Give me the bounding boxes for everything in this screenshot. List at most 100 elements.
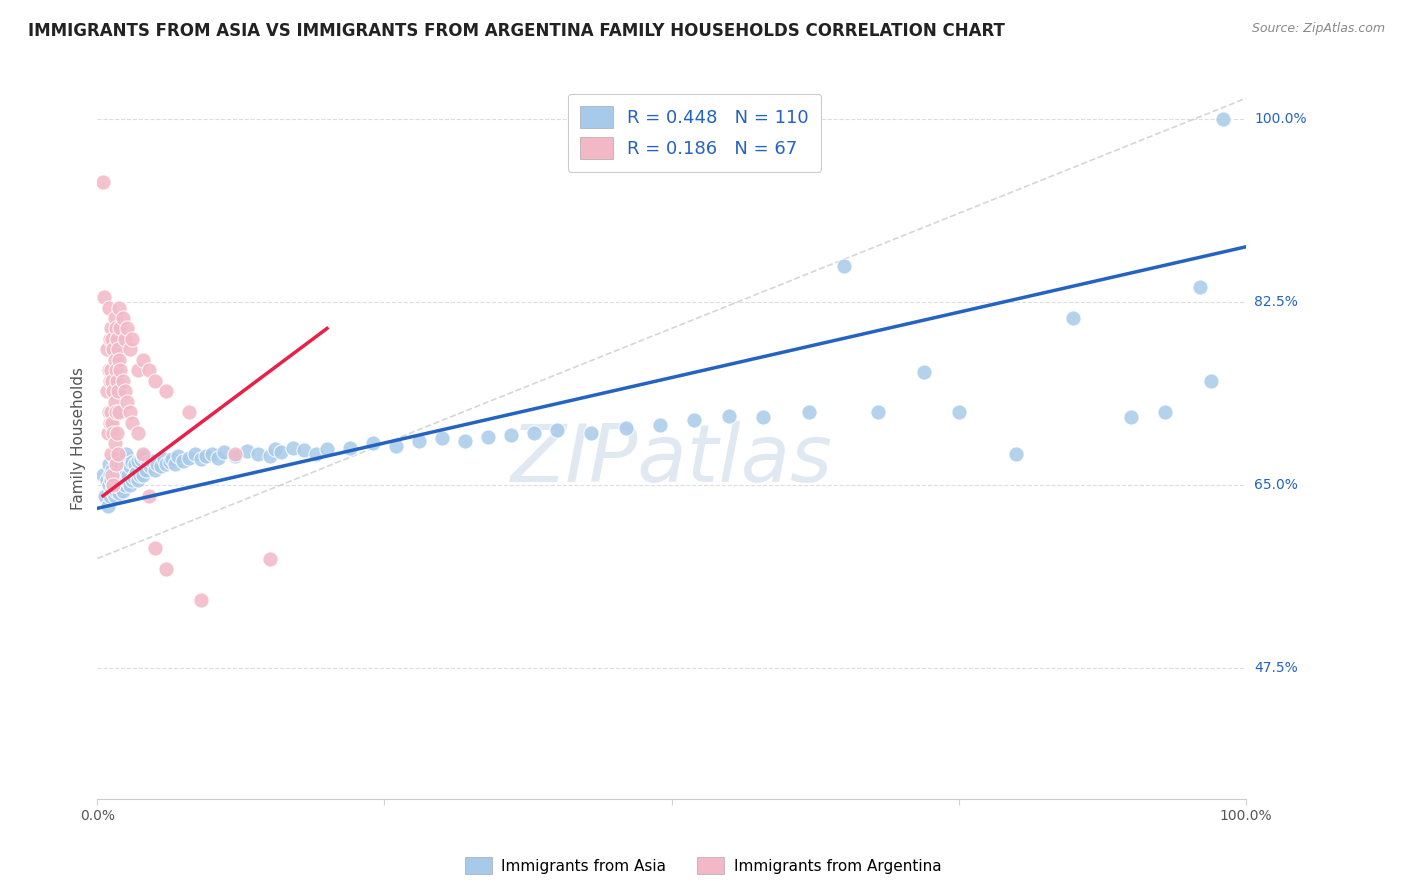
Point: [683, 413, 706, 427]
Point: [121, 473, 143, 487]
Point: [107, 455, 129, 469]
Point: [281, 441, 304, 455]
Point: [292, 442, 315, 457]
Point: [155, 458, 177, 472]
Point: [110, 321, 132, 335]
Point: [179, 405, 201, 419]
Point: [385, 439, 408, 453]
Point: [98, 416, 121, 430]
Point: [110, 462, 132, 476]
Point: [1188, 279, 1211, 293]
Point: [1119, 410, 1142, 425]
Point: [110, 475, 132, 490]
Point: [166, 449, 188, 463]
Point: [190, 593, 212, 607]
Point: [91, 175, 114, 189]
Point: [103, 394, 125, 409]
Point: [118, 343, 141, 357]
Point: [118, 405, 141, 419]
Point: [153, 452, 176, 467]
Point: [1212, 112, 1234, 127]
Point: [96, 473, 118, 487]
Point: [103, 467, 125, 482]
Point: [93, 290, 115, 304]
Point: [97, 458, 120, 472]
Point: [103, 384, 125, 399]
Point: [103, 489, 125, 503]
Point: [115, 473, 138, 487]
Point: [259, 449, 281, 463]
Point: [103, 478, 125, 492]
Point: [104, 483, 127, 498]
Point: [499, 428, 522, 442]
Point: [135, 462, 157, 476]
Point: [143, 462, 166, 476]
Point: [96, 343, 118, 357]
Point: [799, 405, 821, 419]
Point: [155, 562, 177, 576]
Point: [98, 489, 121, 503]
Point: [614, 421, 637, 435]
Point: [212, 445, 235, 459]
Point: [132, 447, 155, 461]
Point: [179, 451, 201, 466]
Point: [111, 483, 134, 498]
Legend: Immigrants from Asia, Immigrants from Argentina: Immigrants from Asia, Immigrants from Ar…: [458, 851, 948, 880]
Point: [132, 449, 155, 463]
Point: [184, 447, 207, 461]
Point: [207, 451, 229, 466]
Point: [103, 343, 125, 357]
Point: [100, 447, 122, 461]
Point: [104, 405, 127, 419]
Point: [112, 454, 135, 468]
Point: [101, 467, 124, 482]
Point: [224, 449, 246, 463]
Point: [105, 478, 128, 492]
Point: [103, 478, 125, 492]
Point: [118, 459, 141, 474]
Legend: R = 0.448   N = 110, R = 0.186   N = 67: R = 0.448 N = 110, R = 0.186 N = 67: [568, 94, 821, 172]
Point: [108, 405, 131, 419]
Point: [122, 470, 145, 484]
Point: [138, 489, 160, 503]
Point: [103, 425, 125, 440]
Point: [127, 454, 149, 468]
Point: [105, 374, 128, 388]
Point: [110, 363, 132, 377]
Point: [103, 352, 125, 367]
Point: [454, 434, 477, 449]
Point: [107, 447, 129, 461]
Point: [159, 455, 181, 469]
Point: [948, 405, 970, 419]
Point: [100, 473, 122, 487]
Point: [101, 483, 124, 498]
Point: [546, 423, 568, 437]
Text: 65.0%: 65.0%: [1254, 478, 1298, 492]
Point: [103, 452, 125, 467]
Point: [100, 405, 122, 419]
Point: [149, 459, 172, 474]
Point: [107, 473, 129, 487]
Point: [108, 352, 131, 367]
Text: IMMIGRANTS FROM ASIA VS IMMIGRANTS FROM ARGENTINA FAMILY HOUSEHOLDS CORRELATION : IMMIGRANTS FROM ASIA VS IMMIGRANTS FROM …: [28, 22, 1005, 40]
Point: [648, 417, 671, 432]
Point: [101, 374, 124, 388]
Point: [104, 321, 127, 335]
Point: [361, 436, 384, 450]
Point: [127, 425, 149, 440]
Point: [105, 459, 128, 474]
Text: 100.0%: 100.0%: [1254, 112, 1306, 127]
Point: [97, 500, 120, 514]
Point: [1005, 447, 1028, 461]
Point: [430, 431, 453, 445]
Point: [97, 301, 120, 315]
Point: [107, 343, 129, 357]
Point: [128, 467, 150, 482]
Point: [155, 384, 177, 399]
Point: [121, 416, 143, 430]
Point: [107, 384, 129, 399]
Point: [143, 374, 166, 388]
Point: [97, 425, 120, 440]
Point: [224, 447, 246, 461]
Point: [91, 467, 114, 482]
